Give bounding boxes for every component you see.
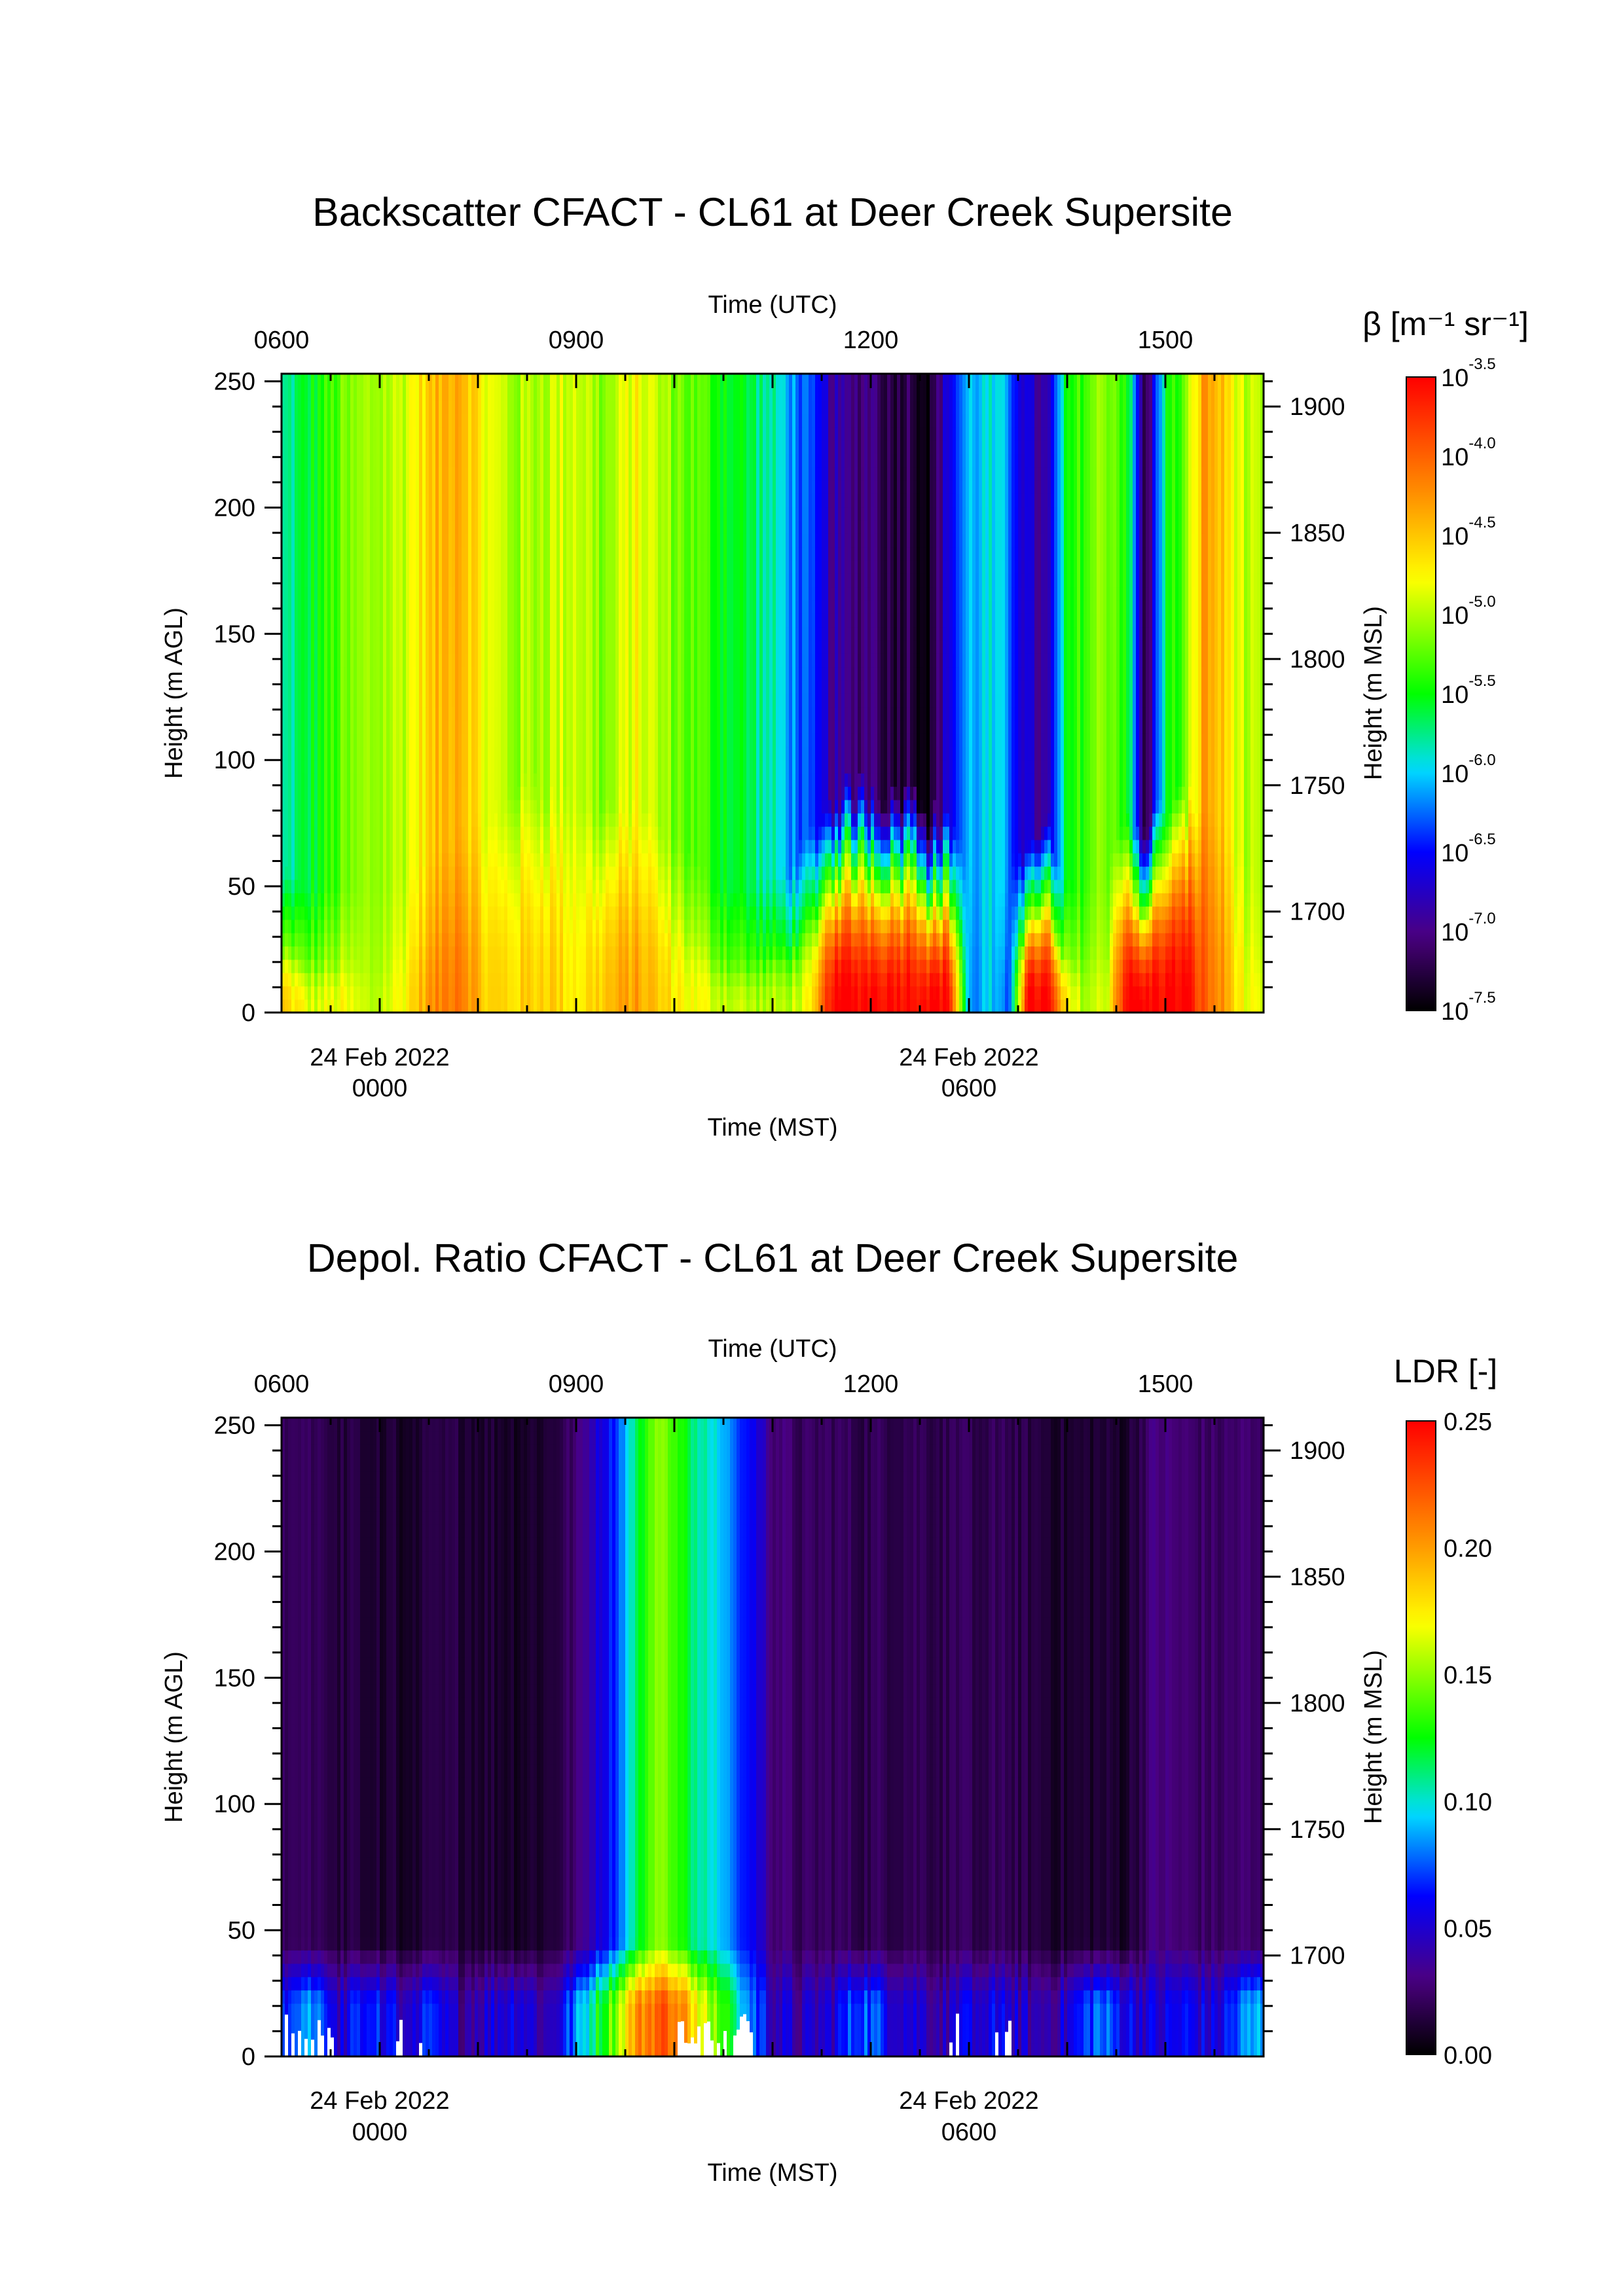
top-tick-label: 1200 bbox=[843, 1371, 899, 1398]
left-tick-label: 0 bbox=[242, 999, 255, 1027]
depol-ratio-panel: Depol. Ratio CFACT - CL61 at Deer Creek … bbox=[160, 1236, 1497, 2187]
colorbar-tick-exponent: -7.0 bbox=[1468, 910, 1495, 927]
top-axis-label: Time (UTC) bbox=[708, 1335, 837, 1363]
left-tick-label: 50 bbox=[228, 1917, 255, 1945]
colorbar-gradient bbox=[1406, 376, 1436, 1011]
colorbar-tick-label: 10-3.5 bbox=[1441, 355, 1496, 392]
bottom-tick-date-label: 24 Feb 2022 bbox=[310, 2087, 449, 2115]
colorbar-tick-exponent: -5.0 bbox=[1468, 593, 1495, 611]
left-tick-label: 150 bbox=[214, 620, 255, 648]
colorbar: 0.25 0.20 0.15 0.10 0.05 0.00 LDR [-] bbox=[1394, 1353, 1497, 2070]
bottom-tick-time-label: 0000 bbox=[352, 1075, 408, 1102]
top-tick-label: 0900 bbox=[549, 1371, 604, 1398]
colorbar-tick-label: 10-7.5 bbox=[1441, 989, 1496, 1026]
bottom-tick-time-label: 0000 bbox=[352, 2119, 408, 2146]
colorbar-tick-exponent: -6.5 bbox=[1468, 831, 1495, 848]
bottom-tick-date-label: 24 Feb 2022 bbox=[310, 1044, 449, 1071]
colorbar-tick-label: 0.10 bbox=[1444, 1789, 1492, 1816]
colorbar-tick-exponent: -4.5 bbox=[1468, 514, 1495, 531]
left-tick-label: 150 bbox=[214, 1664, 255, 1692]
colorbar-tick-label: 0.00 bbox=[1444, 2042, 1492, 2070]
right-tick-label: 1850 bbox=[1290, 520, 1345, 547]
right-tick-label: 1800 bbox=[1290, 1690, 1345, 1717]
colorbar-tick-label: 0.20 bbox=[1444, 1535, 1492, 1563]
colorbar-tick-label: 10-4.5 bbox=[1441, 514, 1496, 550]
top-tick-label: 0900 bbox=[549, 327, 604, 354]
top-tick-label: 0600 bbox=[254, 1371, 310, 1398]
right-tick-label: 1750 bbox=[1290, 1816, 1345, 1844]
heatmap-field bbox=[282, 1418, 1264, 2056]
left-tick-label: 200 bbox=[214, 494, 255, 522]
heatmap-field bbox=[282, 374, 1264, 1013]
bottom-tick-date-label: 24 Feb 2022 bbox=[899, 1044, 1038, 1071]
top-axis-label: Time (UTC) bbox=[708, 291, 837, 319]
left-tick-label: 100 bbox=[214, 1791, 255, 1818]
colorbar-tick-label: 0.05 bbox=[1444, 1915, 1492, 1943]
colorbar-tick-exponent: -3.5 bbox=[1468, 355, 1495, 373]
colorbar-tick-label: 10-5.0 bbox=[1441, 593, 1496, 630]
chart-title: Backscatter CFACT - CL61 at Deer Creek S… bbox=[312, 190, 1233, 234]
colorbar-title: LDR [-] bbox=[1394, 1353, 1497, 1390]
bottom-tick-time-label: 0600 bbox=[941, 1075, 997, 1102]
left-tick-label: 200 bbox=[214, 1538, 255, 1566]
colorbar: 10-3.5 10-4.0 10-4.5 10-5.0 10-5.5 10-6.0 10-6… bbox=[1362, 306, 1529, 1026]
colorbar-tick-exponent: -6.0 bbox=[1468, 751, 1495, 769]
colorbar-tick-label: 10-4.0 bbox=[1441, 435, 1496, 471]
left-tick-label: 50 bbox=[228, 873, 255, 901]
top-tick-label: 1500 bbox=[1138, 327, 1194, 354]
colorbar-tick-exponent: -5.5 bbox=[1468, 672, 1495, 690]
left-axis-label: Height (m AGL) bbox=[160, 607, 188, 779]
right-axis-label: Height (m MSL) bbox=[1360, 606, 1387, 780]
right-tick-label: 1900 bbox=[1290, 393, 1345, 421]
top-tick-label: 1200 bbox=[843, 327, 899, 354]
colorbar-tick-label: 0.15 bbox=[1444, 1662, 1492, 1689]
right-axis-label: Height (m MSL) bbox=[1360, 1650, 1387, 1824]
left-tick-label: 250 bbox=[214, 1412, 255, 1440]
colorbar-tick-label: 0.25 bbox=[1444, 1408, 1492, 1436]
left-tick-label: 250 bbox=[214, 368, 255, 396]
right-tick-label: 1750 bbox=[1290, 772, 1345, 800]
bottom-tick-time-label: 0600 bbox=[941, 2119, 997, 2146]
right-tick-label: 1900 bbox=[1290, 1437, 1345, 1465]
bottom-axis-label: Time (MST) bbox=[707, 1114, 837, 1141]
colorbar-tick-exponent: -4.0 bbox=[1468, 435, 1495, 452]
bottom-tick-date-label: 24 Feb 2022 bbox=[899, 2087, 1038, 2115]
colorbar-gradient bbox=[1406, 1420, 1436, 2055]
chart-title: Depol. Ratio CFACT - CL61 at Deer Creek … bbox=[307, 1236, 1239, 1280]
top-tick-label: 0600 bbox=[254, 327, 310, 354]
left-axis-label: Height (m AGL) bbox=[160, 1651, 188, 1823]
colorbar-tick-label: 10-7.0 bbox=[1441, 910, 1496, 946]
colorbar-tick-label: 10-5.5 bbox=[1441, 672, 1496, 709]
colorbar-tick-label: 10-6.5 bbox=[1441, 831, 1496, 867]
right-tick-label: 1800 bbox=[1290, 646, 1345, 673]
bottom-axis-label: Time (MST) bbox=[707, 2159, 837, 2187]
left-tick-label: 0 bbox=[242, 2043, 255, 2071]
left-tick-label: 100 bbox=[214, 747, 255, 774]
right-tick-label: 1700 bbox=[1290, 899, 1345, 926]
colorbar-tick-exponent: -7.5 bbox=[1468, 989, 1495, 1007]
colorbar-title: β [m⁻¹ sr⁻¹] bbox=[1362, 306, 1529, 342]
right-tick-label: 1850 bbox=[1290, 1564, 1345, 1591]
right-tick-label: 1700 bbox=[1290, 1943, 1345, 1970]
colorbar-tick-label: 10-6.0 bbox=[1441, 751, 1496, 788]
top-tick-label: 1500 bbox=[1138, 1371, 1194, 1398]
backscatter-panel: Backscatter CFACT - CL61 at Deer Creek S… bbox=[160, 190, 1529, 1141]
